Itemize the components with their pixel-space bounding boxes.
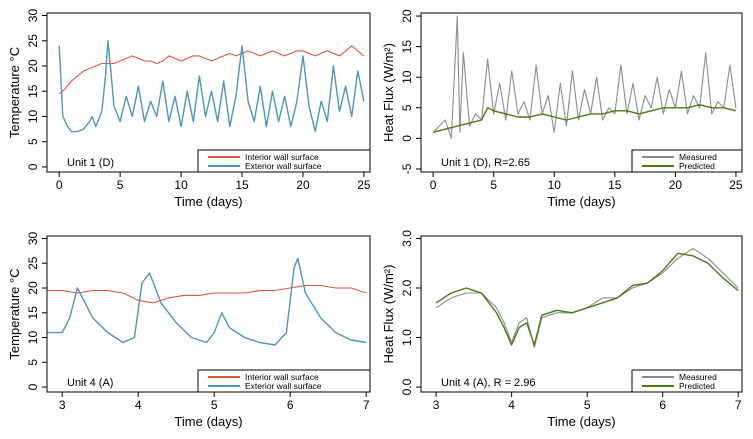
x-tick-label: 20 bbox=[669, 178, 683, 192]
y-tick-label: 30 bbox=[26, 9, 40, 23]
panel-label: Unit 4 (A), R = 2.96 bbox=[441, 377, 535, 389]
y-tick-label: 0 bbox=[400, 135, 414, 142]
x-tick-label: 25 bbox=[729, 178, 743, 192]
x-tick-label: 6 bbox=[287, 398, 294, 412]
x-tick-label: 20 bbox=[296, 178, 310, 192]
y-tick-label: 5 bbox=[26, 359, 40, 366]
legend-label: Measured bbox=[679, 152, 717, 162]
chart-panel-1: 0 5 10 15 20 25 0 5 10 15 20 25 30 Time (days) Tempera… bbox=[7, 9, 371, 209]
legend-box bbox=[197, 369, 371, 393]
series-line-predicted bbox=[435, 252, 739, 346]
x-tick-label: 5 bbox=[117, 178, 124, 192]
series-line-interior-wall-surface bbox=[47, 284, 367, 304]
y-axis-title: Temperature °C bbox=[7, 47, 22, 138]
y-tick-label: 0.0 bbox=[400, 378, 414, 395]
y-tick-label: 1.0 bbox=[400, 329, 414, 346]
x-tick-label: 25 bbox=[357, 178, 371, 192]
x-tick-label: 4 bbox=[508, 398, 515, 412]
y-tick-label: 2.0 bbox=[400, 279, 414, 296]
x-axis-title: Time (days) bbox=[547, 194, 615, 209]
series-line-measured bbox=[432, 15, 737, 139]
x-tick-label: 7 bbox=[735, 398, 742, 412]
plot-frame bbox=[420, 235, 743, 393]
x-tick-label: 4 bbox=[135, 398, 142, 412]
legend-label: Exterior wall surface bbox=[245, 161, 322, 171]
x-tick-label: 5 bbox=[584, 398, 591, 412]
y-tick-label: -5 bbox=[400, 163, 414, 174]
legend-label: Predicted bbox=[679, 161, 715, 171]
x-tick-label: 15 bbox=[235, 178, 249, 192]
chart-panel-2: 0 5 10 15 20 25 -5 0 5 10 15 20 Time (days) Heat Flux… bbox=[381, 9, 743, 209]
x-tick-label: 3 bbox=[433, 398, 440, 412]
y-tick-label: 5 bbox=[400, 104, 414, 111]
y-tick-label: 20 bbox=[400, 9, 414, 23]
plot-frame bbox=[420, 12, 743, 173]
y-tick-label: 15 bbox=[26, 84, 40, 98]
x-tick-label: 7 bbox=[363, 398, 370, 412]
series-line-exterior-wall-surface bbox=[47, 257, 367, 346]
x-tick-label: 5 bbox=[490, 178, 497, 192]
panel-label: Unit 1 (D) bbox=[67, 157, 114, 169]
y-axis-title: Heat Flux (W/m²) bbox=[381, 265, 396, 364]
y-tick-label: 10 bbox=[26, 109, 40, 123]
legend-label: Interior wall surface bbox=[245, 372, 319, 382]
x-tick-label: 10 bbox=[548, 178, 562, 192]
x-tick-label: 5 bbox=[211, 398, 218, 412]
y-tick-label: 20 bbox=[26, 59, 40, 73]
y-tick-label: 15 bbox=[26, 306, 40, 320]
y-tick-label: 25 bbox=[26, 34, 40, 48]
panel-label: Unit 1 (D), R=2.65 bbox=[441, 157, 530, 169]
y-tick-label: 10 bbox=[26, 331, 40, 345]
x-tick-label: 0 bbox=[430, 178, 437, 192]
x-tick-label: 0 bbox=[56, 178, 63, 192]
x-axis-title: Time (days) bbox=[174, 414, 242, 429]
y-tick-label: 0 bbox=[26, 383, 40, 390]
legend-label: Interior wall surface bbox=[245, 152, 319, 162]
y-tick-label: 20 bbox=[26, 281, 40, 295]
chart-panel-4: 3 4 5 6 7 0.0 1.0 2.0 3.0 Time (days) Heat Flux (W… bbox=[381, 230, 743, 429]
y-tick-label: 15 bbox=[400, 40, 414, 54]
y-tick-label: 0 bbox=[26, 163, 40, 170]
y-tick-label: 5 bbox=[26, 138, 40, 145]
y-tick-label: 25 bbox=[26, 256, 40, 270]
y-tick-label: 10 bbox=[400, 70, 414, 84]
y-axis-title: Temperature °C bbox=[7, 268, 22, 359]
x-axis-title: Time (days) bbox=[547, 414, 615, 429]
legend-label: Measured bbox=[679, 372, 717, 382]
x-tick-label: 10 bbox=[174, 178, 188, 192]
x-axis-title: Time (days) bbox=[174, 194, 242, 209]
x-tick-label: 3 bbox=[59, 398, 66, 412]
series-line-measured bbox=[435, 247, 739, 348]
legend-box bbox=[197, 149, 371, 173]
y-axis-title: Heat Flux (W/m²) bbox=[381, 43, 396, 142]
x-tick-label: 15 bbox=[608, 178, 622, 192]
series-line-predicted bbox=[432, 103, 737, 133]
series-line-exterior-wall-surface bbox=[58, 40, 365, 133]
legend-label: Predicted bbox=[679, 381, 715, 391]
y-tick-label: 3.0 bbox=[400, 230, 414, 247]
legend-label: Exterior wall surface bbox=[245, 381, 322, 391]
y-tick-label: 30 bbox=[26, 231, 40, 245]
x-tick-label: 6 bbox=[659, 398, 666, 412]
panel-label: Unit 4 (A) bbox=[67, 377, 113, 389]
chart-panel-3: 3 4 5 6 7 0 5 10 15 20 25 30 Time (days) Temperature … bbox=[7, 231, 371, 429]
